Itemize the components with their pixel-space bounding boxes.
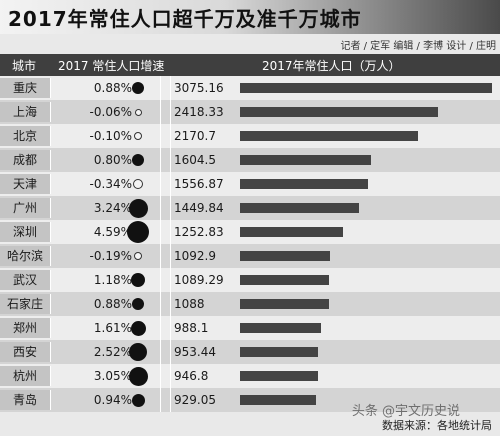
city-label: 青岛	[0, 390, 51, 410]
growth-label: 0.94%	[93, 393, 132, 407]
header-pop: 2017年常住人口（万人）	[262, 59, 401, 73]
table-row: 成都 0.80% 1604.5	[0, 148, 500, 172]
growth-dot	[130, 320, 146, 336]
population-label: 946.8	[174, 369, 209, 383]
city-label: 北京	[0, 126, 51, 146]
growth-dot	[134, 132, 142, 140]
growth-dot	[129, 343, 147, 361]
population-label: 988.1	[174, 321, 209, 335]
population-label: 1449.84	[174, 201, 224, 215]
population-bar	[240, 371, 318, 381]
population-label: 953.44	[174, 345, 216, 359]
table-row: 哈尔滨 -0.19% 1092.9	[0, 244, 500, 268]
city-label: 天津	[0, 174, 51, 194]
population-bar	[240, 299, 329, 309]
city-label: 成都	[0, 150, 51, 170]
population-bar	[240, 395, 316, 405]
city-label: 深圳	[0, 222, 51, 242]
population-bar	[240, 251, 330, 261]
population-label: 1089.29	[174, 273, 224, 287]
growth-label: 1.18%	[93, 273, 132, 287]
table-row: 天津 -0.34% 1556.87	[0, 172, 500, 196]
city-label: 西安	[0, 342, 51, 362]
table-row: 广州 3.24% 1449.84	[0, 196, 500, 220]
growth-label: 2.52%	[93, 345, 132, 359]
population-bar	[240, 83, 492, 93]
population-bar	[240, 203, 359, 213]
growth-dot	[134, 252, 142, 260]
growth-label: -0.34%	[89, 177, 132, 191]
population-bar	[240, 227, 343, 237]
growth-dot	[128, 198, 148, 218]
data-source: 数据来源：各地统计局	[382, 419, 492, 432]
growth-dot	[127, 221, 149, 243]
growth-label: 4.59%	[93, 225, 132, 239]
table-row: 西安 2.52% 953.44	[0, 340, 500, 364]
chart-title: 2017年常住人口超千万及准千万城市	[8, 7, 362, 31]
table-row: 重庆 0.88% 3075.16	[0, 76, 500, 100]
growth-label: -0.19%	[89, 249, 132, 263]
population-label: 1604.5	[174, 153, 216, 167]
city-label: 广州	[0, 198, 51, 218]
growth-label: -0.06%	[89, 105, 132, 119]
column-divider	[160, 76, 161, 412]
city-label: 杭州	[0, 366, 51, 386]
column-divider	[170, 76, 171, 412]
city-label: 重庆	[0, 78, 51, 98]
population-label: 2418.33	[174, 105, 224, 119]
table-row: 武汉 1.18% 1089.29	[0, 268, 500, 292]
population-bar	[240, 275, 329, 285]
table-row: 北京 -0.10% 2170.7	[0, 124, 500, 148]
growth-label: 3.05%	[93, 369, 132, 383]
growth-dot	[133, 179, 143, 189]
table-row: 青岛 0.94% 929.05	[0, 388, 500, 412]
population-label: 2170.7	[174, 129, 216, 143]
population-bar	[240, 107, 438, 117]
growth-label: -0.10%	[89, 129, 132, 143]
header-city: 城市	[12, 59, 37, 73]
population-label: 1092.9	[174, 249, 216, 263]
table-row: 上海 -0.06% 2418.33	[0, 100, 500, 124]
table-row: 郑州 1.61% 988.1	[0, 316, 500, 340]
title-bar	[0, 0, 500, 34]
city-label: 哈尔滨	[0, 246, 51, 266]
city-label: 上海	[0, 102, 51, 122]
city-label: 武汉	[0, 270, 51, 290]
population-label: 1556.87	[174, 177, 224, 191]
population-label: 1252.83	[174, 225, 224, 239]
growth-label: 0.88%	[93, 297, 132, 311]
header-rate: 2017 常住人口增速	[58, 59, 165, 73]
population-label: 3075.16	[174, 81, 224, 95]
growth-dot	[131, 393, 145, 407]
growth-dot	[131, 273, 145, 287]
watermark: 头条 @宇文历史说	[351, 404, 460, 419]
growth-label: 3.24%	[93, 201, 132, 215]
population-bar	[240, 347, 318, 357]
population-bar	[240, 179, 368, 189]
growth-dot	[132, 82, 144, 94]
city-label: 郑州	[0, 318, 51, 338]
table-row: 深圳 4.59% 1252.83	[0, 220, 500, 244]
growth-label: 1.61%	[93, 321, 132, 335]
table-row: 石家庄 0.88% 1088	[0, 292, 500, 316]
growth-dot	[134, 108, 142, 116]
growth-label: 0.80%	[93, 153, 132, 167]
population-bar	[240, 155, 371, 165]
growth-label: 0.88%	[93, 81, 132, 95]
population-bar	[240, 323, 321, 333]
growth-dot	[128, 366, 148, 386]
table-row: 杭州 3.05% 946.8	[0, 364, 500, 388]
population-label: 929.05	[174, 393, 216, 407]
growth-dot	[132, 154, 144, 166]
city-label: 石家庄	[0, 294, 51, 314]
population-label: 1088	[174, 297, 205, 311]
population-bar	[240, 131, 418, 141]
growth-dot	[132, 298, 144, 310]
credits-line: 记者 / 定军 编辑 / 李博 设计 / 庄明	[340, 41, 496, 52]
table-header: 城市 2017 常住人口增速 2017年常住人口（万人）	[0, 54, 500, 76]
